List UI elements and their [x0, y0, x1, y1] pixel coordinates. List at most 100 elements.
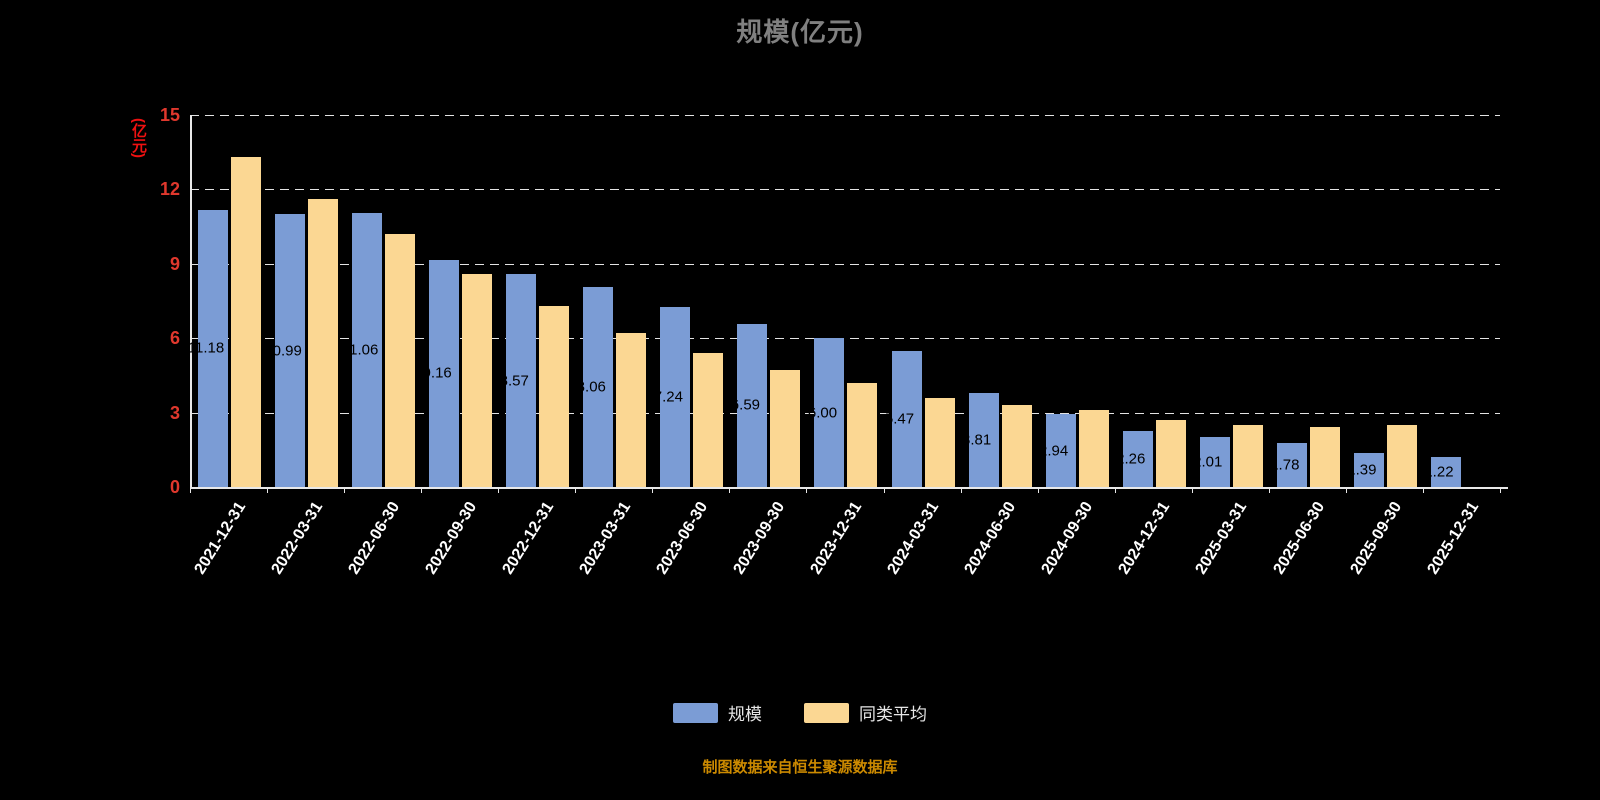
x-axis-tick [190, 487, 191, 493]
bar-scale [1430, 456, 1461, 487]
chart-title: 规模(亿元) [736, 17, 864, 47]
bar-average [231, 157, 261, 487]
bar-average [539, 305, 570, 487]
legend-label-average: 同类平均 [859, 705, 927, 724]
x-axis-label: 2024-12-31 [1115, 499, 1174, 578]
x-axis-label: 2023-09-30 [730, 499, 789, 578]
x-axis-tick [806, 487, 808, 493]
bar-scale [1353, 452, 1384, 487]
x-axis-label: 2023-06-30 [653, 499, 712, 578]
bar-value-label: 11.18 [187, 339, 225, 357]
x-axis-label: 2022-09-30 [422, 499, 481, 578]
x-axis-label: 2021-12-31 [191, 499, 249, 578]
x-axis-tick [1268, 487, 1270, 493]
bar-value-label: 8.06 [576, 378, 606, 396]
y-axis-line [190, 115, 192, 487]
bar-scale [737, 323, 768, 487]
bar-average [1232, 425, 1263, 487]
bar-value-label: 2.94 [1039, 442, 1069, 460]
x-axis-label: 2022-06-30 [345, 499, 404, 578]
bar-average [616, 333, 647, 487]
bar-scale [814, 338, 845, 487]
gridline [190, 412, 1500, 414]
bar-scale [429, 259, 460, 487]
y-axis-tick-label: 3 [169, 402, 180, 423]
bar-scale [352, 212, 383, 487]
bar-value-label: 5.47 [884, 410, 915, 428]
y-axis-tick-label: 12 [159, 179, 180, 200]
x-axis-tick [498, 487, 500, 493]
bar-scale [1199, 437, 1230, 487]
x-axis-label: 2022-03-31 [268, 499, 327, 578]
legend-item-scale[interactable]: 规模 [673, 700, 762, 725]
bar-value-label: 6.00 [807, 404, 838, 422]
gridline [190, 338, 1500, 340]
x-axis-tick [421, 487, 423, 493]
gridline [190, 189, 1500, 191]
bar-value-label: 11.06 [341, 341, 379, 359]
y-axis-unit-label: (亿元) [130, 118, 147, 158]
bar-value-label: 1.39 [1347, 461, 1377, 479]
bar-average [1155, 420, 1186, 487]
x-axis-tick [1114, 487, 1116, 493]
bar-value-label: 8.57 [499, 372, 529, 390]
legend-swatch-scale-icon [673, 702, 718, 723]
y-axis-tick-label: 0 [169, 477, 180, 497]
gridline [190, 263, 1500, 265]
x-axis-tick [652, 487, 654, 493]
bar-scale [275, 214, 306, 487]
bar-value-label: 6.59 [730, 396, 761, 414]
bar-scale [1045, 414, 1076, 487]
bar-scale [583, 287, 614, 487]
bar-value-label: 2.26 [1116, 450, 1146, 468]
x-axis-label: 2025-03-31 [1192, 499, 1251, 578]
legend-item-average[interactable]: 同类平均 [804, 700, 927, 725]
bar-average [385, 234, 416, 487]
x-axis-tick [1500, 487, 1501, 493]
bar-average [924, 397, 955, 487]
bar-value-label: 7.24 [653, 388, 683, 406]
bar-scale [506, 274, 537, 487]
x-axis-label: 2025-09-30 [1347, 499, 1405, 578]
bar-value-label: 1.22 [1424, 463, 1454, 481]
x-axis-tick [1191, 487, 1193, 493]
y-axis-tick-label: 6 [169, 328, 180, 349]
x-axis-tick [575, 487, 577, 493]
x-axis-label: 2023-12-31 [807, 499, 866, 578]
bar-scale [660, 307, 691, 487]
x-axis-label: 2024-09-30 [1038, 499, 1097, 578]
legend: 规模 同类平均 [0, 700, 1600, 725]
bar-scale [198, 209, 228, 487]
bar-average [770, 370, 801, 487]
x-axis-label: 2023-03-31 [576, 499, 635, 578]
x-axis-label: 2025-06-30 [1269, 499, 1328, 578]
x-axis-tick [1345, 487, 1347, 493]
x-axis-label: 2025-12-31 [1424, 499, 1482, 578]
plot-area: 0 3 6 9 12 15 11.18 10.99 11.06 9.16 8.57 8.06 7.24 6… [160, 105, 1508, 577]
legend-swatch-average-icon [804, 702, 849, 723]
legend-label-scale: 规模 [728, 705, 762, 724]
x-axis-tick [883, 487, 885, 493]
bar-value-label: 10.99 [264, 342, 302, 360]
bar-value-label: 1.78 [1270, 456, 1300, 474]
x-axis-tick [267, 487, 269, 493]
x-axis-line [190, 487, 1508, 489]
bar-average [462, 273, 493, 487]
bar-value-label: 2.01 [1193, 453, 1223, 471]
bar-average [1078, 410, 1109, 487]
x-axis-tick [344, 487, 346, 493]
bar-scale [891, 351, 922, 487]
bar-scale [968, 392, 999, 487]
gridline [190, 115, 1500, 116]
x-axis-tick [1037, 487, 1039, 493]
bar-average [1386, 425, 1417, 487]
bar-value-label: 3.81 [961, 431, 992, 449]
bar-average [308, 199, 339, 487]
x-axis-label: 2024-03-31 [884, 499, 943, 578]
y-axis-tick-label: 15 [159, 105, 180, 125]
y-axis-tick-label: 9 [169, 253, 180, 274]
x-axis-label: 2024-06-30 [961, 499, 1020, 578]
source-note: 制图数据来自恒生聚源数据库 [702, 759, 898, 776]
x-axis-tick [729, 487, 731, 493]
